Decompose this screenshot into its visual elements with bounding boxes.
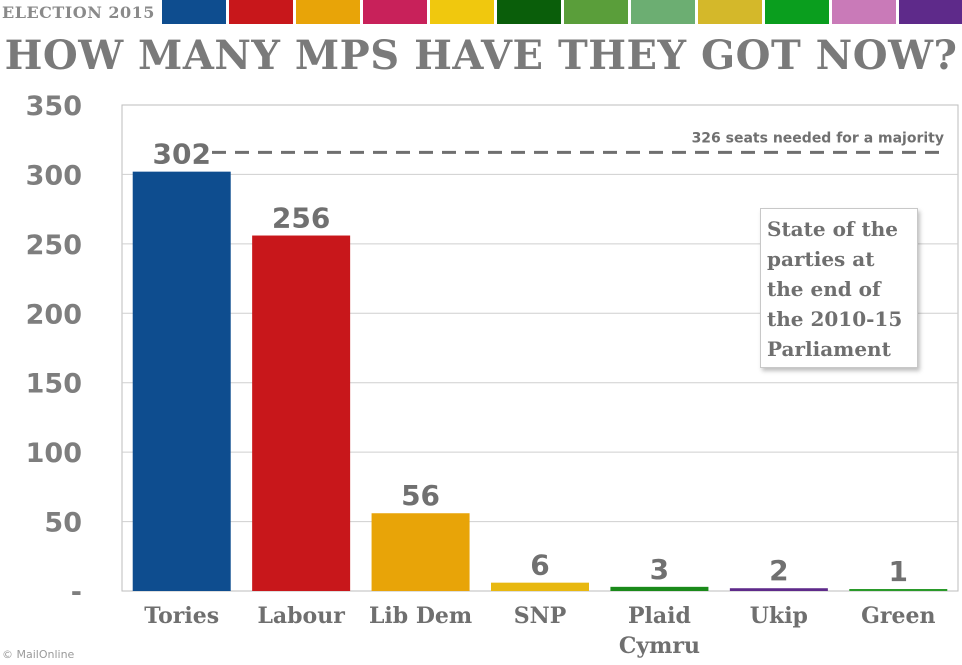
- party-color-swatch: [296, 0, 360, 24]
- party-color-swatch: [229, 0, 293, 24]
- party-color-swatch: [497, 0, 561, 24]
- y-tick-label: 350: [26, 91, 82, 122]
- value-label: 256: [272, 202, 330, 235]
- party-color-swatch: [698, 0, 762, 24]
- value-label: 302: [152, 138, 210, 171]
- x-tick-label: Labour: [257, 603, 345, 629]
- party-color-swatch: [363, 0, 427, 24]
- party-color-swatch: [162, 0, 226, 24]
- header-bar: ELECTION 2015: [0, 0, 962, 24]
- value-label: 6: [530, 549, 549, 582]
- party-color-swatch: [765, 0, 829, 24]
- party-color-swatch: [899, 0, 962, 24]
- bar: [132, 171, 231, 591]
- bar: [849, 589, 948, 591]
- x-tick-label: Ukip: [750, 603, 808, 629]
- info-line: the end of: [767, 277, 881, 301]
- party-color-swatch: [631, 0, 695, 24]
- info-line: Parliament: [767, 337, 891, 361]
- y-tick-label: 250: [26, 230, 82, 261]
- party-color-swatch: [564, 0, 628, 24]
- x-tick-label: Lib Dem: [369, 603, 472, 629]
- y-tick-label: 150: [26, 369, 82, 400]
- party-color-swatch: [832, 0, 896, 24]
- value-label: 56: [401, 479, 440, 512]
- y-tick-label: -: [71, 577, 82, 608]
- bar: [371, 513, 470, 591]
- party-color-swatch: [430, 0, 494, 24]
- y-tick-label: 100: [26, 438, 82, 469]
- info-line: State of the: [767, 217, 898, 241]
- y-tick-label: 300: [26, 160, 82, 191]
- bar: [252, 235, 351, 592]
- info-line: the 2010-15: [767, 307, 903, 331]
- value-label: 1: [889, 555, 908, 588]
- y-tick-label: 50: [44, 508, 82, 539]
- x-tick-label: Plaid Cymru: [619, 603, 700, 659]
- x-tick-label: SNP: [514, 603, 567, 629]
- bar: [729, 588, 828, 591]
- x-tick-label: Tories: [144, 603, 219, 629]
- majority-label: 326 seats needed for a majority: [692, 130, 944, 146]
- value-label: 3: [650, 553, 669, 586]
- headline: HOW MANY MPS HAVE THEY GOT NOW?: [4, 32, 958, 79]
- bar: [491, 582, 589, 591]
- y-tick-label: 200: [26, 299, 82, 330]
- info-line: parties at: [767, 247, 875, 271]
- bar: [610, 586, 709, 591]
- credit: © MailOnline: [2, 648, 75, 661]
- x-tick-label: Green: [861, 603, 935, 629]
- section-label: ELECTION 2015: [2, 3, 155, 22]
- value-label: 2: [769, 554, 788, 587]
- info-box: State of the parties at the end of the 2…: [760, 208, 918, 368]
